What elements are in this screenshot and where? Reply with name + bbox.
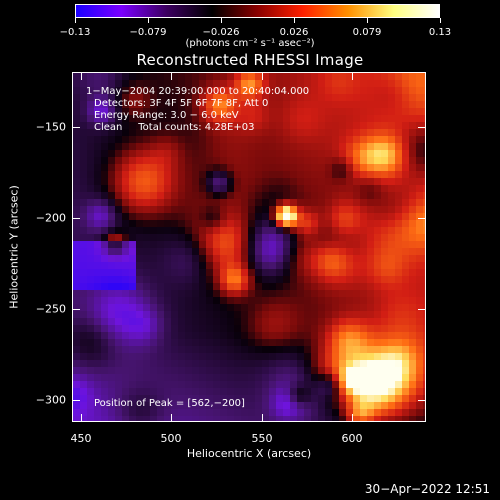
- annotation-time-range: 1−May−2004 20:39:00.000 to 20:40:04.000: [86, 86, 310, 97]
- rhessi-image-plot: [72, 72, 426, 422]
- axis-tick-mark: [73, 309, 80, 310]
- image-title: Reconstructed RHESSI Image: [136, 51, 364, 69]
- heatmap-canvas: [73, 73, 425, 421]
- x-tick-label: 500: [160, 432, 182, 445]
- x-tick-label: 450: [70, 432, 92, 445]
- colorbar-tick-label: 0.079: [352, 27, 382, 38]
- colorbar-tick-mark: [147, 18, 149, 23]
- axis-tick-mark: [171, 414, 172, 421]
- annotation-detectors: Detectors: 3F 4F 5F 6F 7F 8F, Att 0: [94, 98, 269, 109]
- axis-tick-mark: [262, 414, 263, 421]
- colorbar-tick-mark: [439, 18, 441, 23]
- axis-tick-mark: [73, 218, 80, 219]
- colorbar-tick-label: −0.026: [202, 27, 240, 38]
- annotation-energy-range: Energy Range: 3.0 − 6.0 keV: [94, 110, 239, 121]
- y-tick-label: −150: [35, 120, 66, 134]
- y-tick-label: −200: [35, 211, 66, 225]
- axis-tick-mark: [73, 127, 80, 128]
- annotation-clean-counts: Clean Total counts: 4.28E+03: [94, 122, 255, 133]
- axis-tick-mark: [171, 73, 172, 80]
- axis-tick-mark: [81, 414, 82, 421]
- axis-tick-mark: [418, 218, 425, 219]
- colorbar-tick-mark: [74, 18, 76, 23]
- colorbar-tick-label: 0.026: [279, 27, 309, 38]
- y-tick-label: −300: [35, 393, 66, 407]
- axis-tick-mark: [81, 73, 82, 80]
- y-axis-label: Heliocentric Y (arcsec): [7, 185, 21, 309]
- x-axis-label: Heliocentric X (arcsec): [186, 447, 312, 460]
- y-tick-label: −250: [35, 302, 66, 316]
- axis-tick-mark: [73, 400, 80, 401]
- x-tick-label: 550: [251, 432, 273, 445]
- x-tick-label: 600: [341, 432, 363, 445]
- axis-tick-mark: [262, 73, 263, 80]
- colorbar-units: (photons cm⁻² s⁻¹ asec⁻²): [185, 38, 315, 49]
- annotation-peak-position: Position of Peak = [562,−200]: [94, 398, 245, 409]
- colorbar-tick-label: 0.13: [428, 27, 452, 38]
- axis-tick-mark: [418, 309, 425, 310]
- colorbar: [75, 4, 440, 18]
- colorbar-tick-mark: [366, 18, 368, 23]
- colorbar-tick-label: −0.13: [59, 27, 91, 38]
- axis-tick-mark: [352, 414, 353, 421]
- colorbar-tick-label: −0.079: [129, 27, 167, 38]
- colorbar-tick-mark: [220, 18, 222, 23]
- colorbar-tick-mark: [293, 18, 295, 23]
- axis-tick-mark: [352, 73, 353, 80]
- timestamp-footer: 30−Apr−2022 12:51: [364, 482, 490, 496]
- axis-tick-mark: [418, 400, 425, 401]
- axis-tick-mark: [418, 127, 425, 128]
